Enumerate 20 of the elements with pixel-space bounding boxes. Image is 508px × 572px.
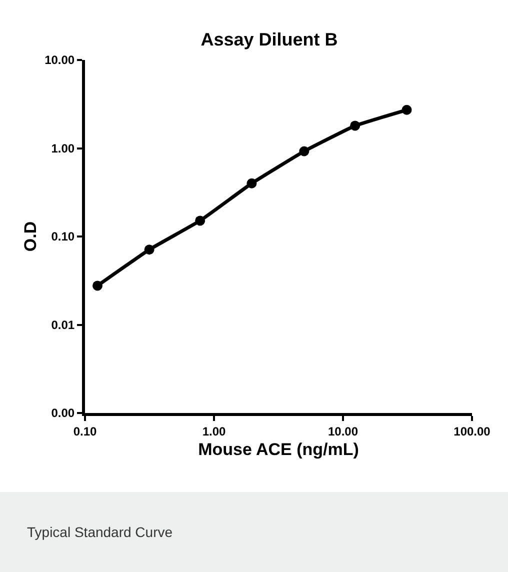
y-tick-label: 10.00: [44, 53, 75, 68]
x-tick-label: 0.10: [73, 424, 97, 438]
x-axis-title: Mouse ACE (ng/mL): [198, 440, 359, 459]
point: [299, 146, 310, 156]
point: [144, 244, 154, 255]
point: [195, 216, 206, 226]
point: [246, 178, 257, 188]
x-tick-label: 10.00: [328, 424, 358, 438]
point: [92, 280, 102, 291]
y-axis-title: O.D: [21, 221, 40, 252]
text: Typical Standard Curve: [27, 524, 173, 540]
y-tick-label: 0.00: [51, 406, 75, 420]
x-tick-label: 100.00: [454, 424, 491, 438]
y-tick-label: 0.01: [51, 318, 75, 332]
x-tick-label: 1.00: [202, 424, 226, 438]
y-tick-label: 0.10: [51, 230, 75, 244]
point: [402, 104, 412, 115]
y-tick-label: 1.00: [51, 141, 75, 156]
chart-title: Assay Diluent B: [200, 30, 338, 50]
point: [350, 120, 360, 131]
